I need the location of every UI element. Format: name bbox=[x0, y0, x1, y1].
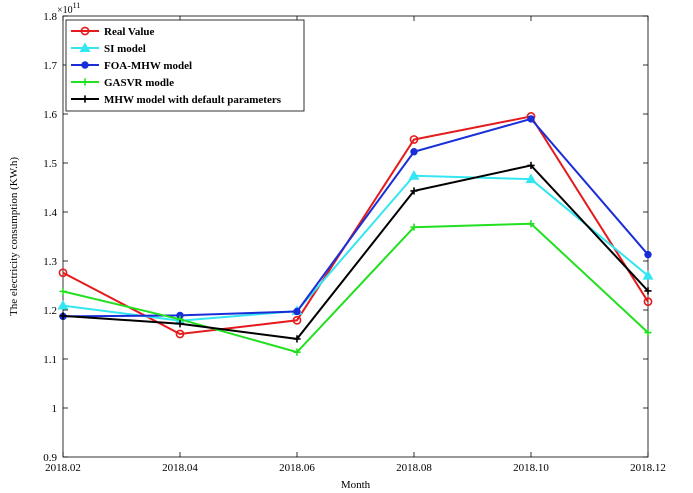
series-real-value bbox=[58, 112, 653, 339]
data-point bbox=[644, 328, 652, 337]
x-tick-label: 2018.04 bbox=[162, 462, 198, 474]
x-tick-label: 2018.02 bbox=[45, 462, 81, 474]
data-point bbox=[527, 220, 535, 228]
legend-label: SI model bbox=[104, 43, 146, 55]
data-point bbox=[642, 270, 654, 280]
data-point bbox=[293, 307, 301, 316]
data-point bbox=[410, 187, 418, 195]
series-si-model bbox=[57, 170, 654, 325]
data-point bbox=[409, 135, 419, 144]
legend-label: FOA-MHW model bbox=[104, 60, 192, 72]
x-tick-label: 2018.06 bbox=[279, 462, 315, 474]
y-axis-label: The electricity consumption (KW.h) bbox=[8, 157, 20, 316]
legend-item: SI model bbox=[71, 42, 146, 55]
data-point bbox=[410, 223, 418, 231]
data-point bbox=[408, 170, 420, 180]
data-point bbox=[58, 268, 68, 278]
plot-area: 0.9 1 1.1 1.2 1.3 1.4 1.5 1.6 1.7 1.8 2018.02 2018.… bbox=[43, 11, 666, 474]
data-point bbox=[176, 320, 184, 328]
data-point bbox=[527, 161, 535, 170]
y-exponent-base: ×10 bbox=[57, 5, 73, 16]
legend-item: FOA-MHW model bbox=[71, 60, 192, 72]
y-tick-label: 1.7 bbox=[43, 60, 57, 72]
series-line bbox=[62, 117, 649, 318]
y-tick-label: 1.5 bbox=[43, 158, 57, 170]
legend-marker bbox=[81, 61, 89, 69]
legend-item: GASVR modle bbox=[71, 77, 174, 89]
legend-label: Real Value bbox=[104, 26, 155, 38]
data-point bbox=[643, 297, 653, 307]
legend-label: GASVR modle bbox=[104, 77, 174, 89]
legend-marker bbox=[80, 26, 90, 36]
series-gasvr-modle bbox=[59, 220, 652, 356]
x-tick-label: 2018.10 bbox=[513, 462, 549, 474]
y-tick-label: 1 bbox=[52, 403, 58, 415]
legend-item: Real Value bbox=[71, 26, 155, 38]
data-point bbox=[293, 335, 301, 343]
legend-box bbox=[65, 19, 305, 112]
data-point bbox=[57, 299, 69, 310]
legend-marker bbox=[79, 42, 91, 52]
y-tick-label: 1.8 bbox=[43, 11, 57, 23]
y-exponent-label: ×1011 bbox=[57, 1, 80, 16]
data-point bbox=[527, 115, 535, 123]
y-tick-label: 1.6 bbox=[43, 109, 57, 121]
series-layer bbox=[57, 112, 654, 356]
legend-label: MHW model with default parameters bbox=[104, 94, 282, 106]
series-line bbox=[62, 115, 649, 336]
x-tick-label: 2018.08 bbox=[396, 462, 432, 474]
series-line bbox=[62, 164, 649, 340]
series-mhw-model-with-default-parameters bbox=[59, 161, 652, 343]
legend-marker bbox=[81, 78, 89, 86]
legend-item: MHW model with default parameters bbox=[71, 94, 282, 106]
legend: Real Value SI model FOA-MHW model GASVR mod… bbox=[65, 19, 305, 112]
data-point bbox=[525, 173, 537, 184]
y-tick-label: 1.1 bbox=[43, 354, 57, 366]
legend-marker bbox=[81, 95, 89, 103]
x-tick-label: 2018.12 bbox=[630, 462, 666, 474]
series-line bbox=[62, 222, 649, 354]
data-point bbox=[410, 148, 418, 156]
data-point bbox=[644, 287, 652, 295]
y-tick-label: 1.3 bbox=[43, 256, 57, 268]
data-point bbox=[59, 312, 67, 320]
series-line bbox=[62, 174, 649, 322]
y-exponent-power: 11 bbox=[73, 1, 81, 10]
plot-frame bbox=[62, 15, 649, 458]
x-axis-label: Month bbox=[341, 479, 371, 491]
y-tick-label: 1.2 bbox=[43, 305, 57, 317]
y-tick-label: 1.4 bbox=[43, 207, 57, 219]
data-point bbox=[175, 329, 185, 339]
data-point bbox=[293, 348, 301, 356]
y-tick-label: 0.9 bbox=[43, 452, 57, 464]
data-point bbox=[292, 315, 302, 325]
data-point bbox=[59, 287, 67, 295]
data-point bbox=[644, 250, 652, 259]
